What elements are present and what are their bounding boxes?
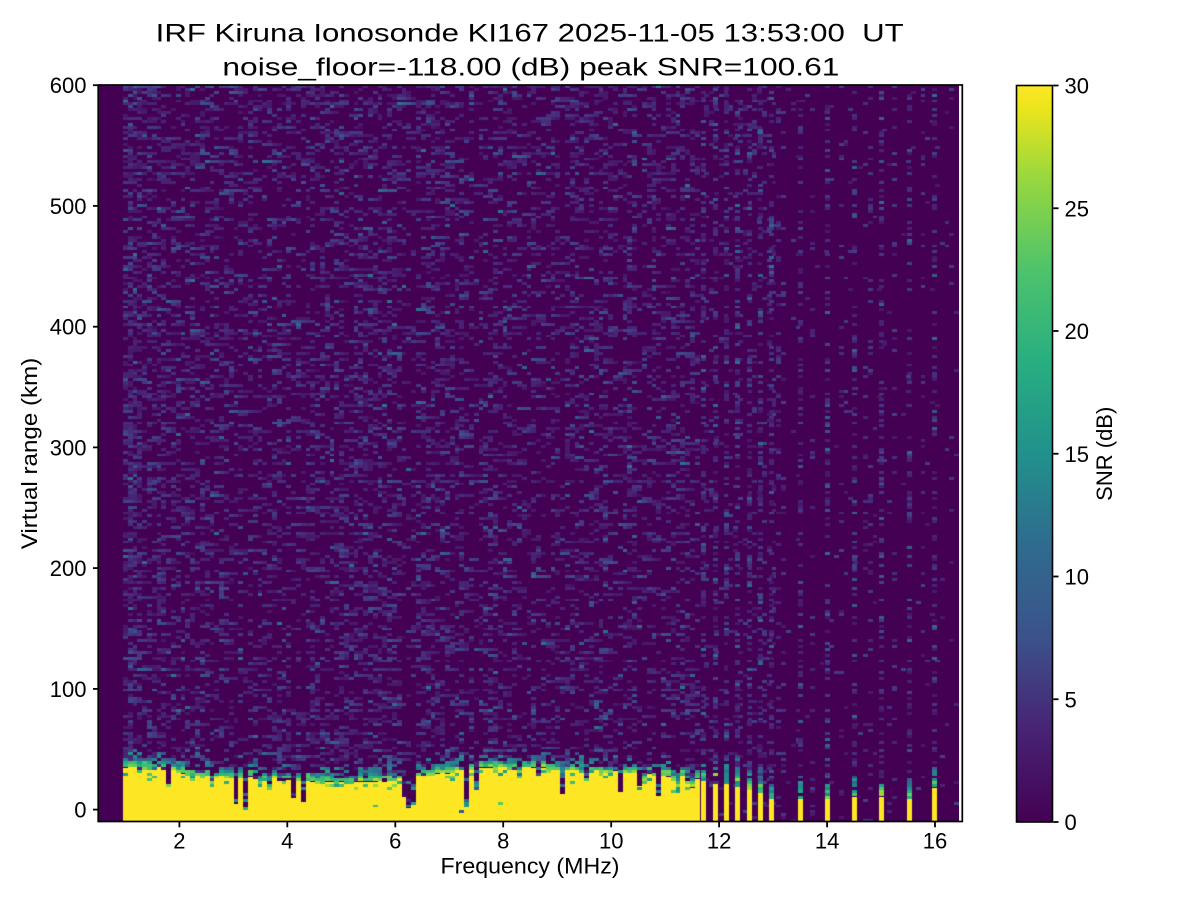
svg-text:10: 10 xyxy=(599,828,623,853)
svg-text:12: 12 xyxy=(707,828,731,853)
svg-text:noise_floor=-118.00 (dB) peak: noise_floor=-118.00 (dB) peak SNR=100.61 xyxy=(222,54,839,81)
svg-text:16: 16 xyxy=(923,828,947,853)
svg-text:400: 400 xyxy=(50,315,87,340)
svg-text:10: 10 xyxy=(1065,565,1089,590)
svg-text:0: 0 xyxy=(74,798,86,823)
svg-text:0: 0 xyxy=(1065,810,1077,835)
svg-text:300: 300 xyxy=(50,435,87,460)
svg-text:Frequency (MHz): Frequency (MHz) xyxy=(441,854,620,879)
svg-text:5: 5 xyxy=(1065,687,1077,712)
svg-text:14: 14 xyxy=(815,828,839,853)
svg-text:SNR (dB): SNR (dB) xyxy=(1092,407,1117,501)
svg-text:25: 25 xyxy=(1065,196,1089,221)
svg-text:500: 500 xyxy=(50,194,87,219)
svg-text:Virtual range (km): Virtual range (km) xyxy=(17,358,42,550)
svg-text:30: 30 xyxy=(1065,74,1089,99)
svg-text:IRF Kiruna Ionosonde KI167 202: IRF Kiruna Ionosonde KI167 2025-11-05 13… xyxy=(156,20,904,47)
svg-text:2: 2 xyxy=(173,828,185,853)
svg-text:4: 4 xyxy=(281,828,293,853)
svg-text:8: 8 xyxy=(497,828,509,853)
svg-text:20: 20 xyxy=(1065,319,1089,344)
svg-text:6: 6 xyxy=(389,828,401,853)
svg-text:15: 15 xyxy=(1065,442,1089,467)
svg-text:100: 100 xyxy=(50,677,87,702)
svg-text:600: 600 xyxy=(50,73,87,98)
svg-text:200: 200 xyxy=(50,556,87,581)
